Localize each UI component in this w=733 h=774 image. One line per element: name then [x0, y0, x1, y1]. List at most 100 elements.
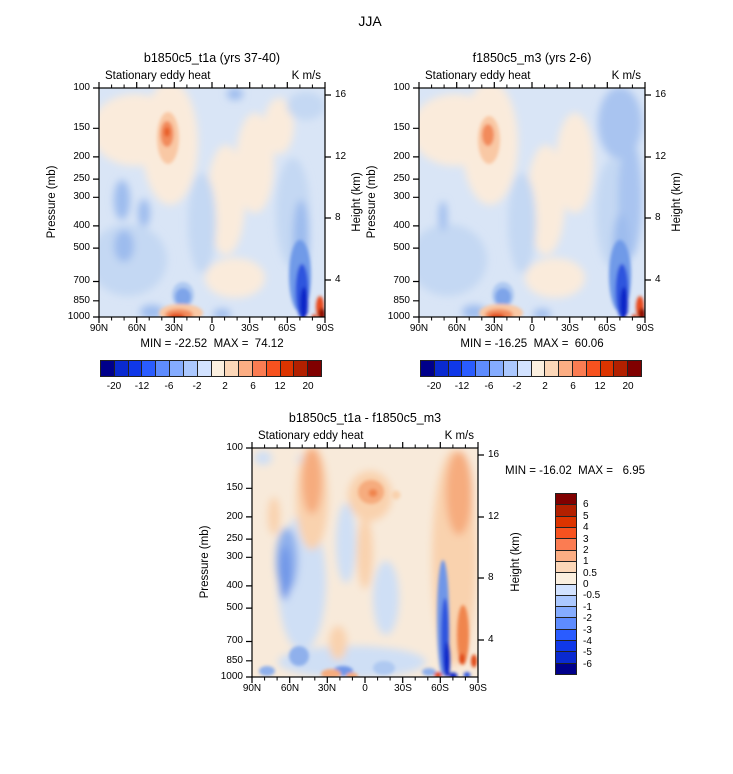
height-tick-label: 8 [335, 212, 341, 223]
colorbar-cell [556, 606, 576, 618]
lat-tick-label: 90S [469, 683, 487, 694]
colorbar-tick-label: -6 [164, 381, 174, 392]
units-label: K m/s [611, 70, 641, 82]
colorbar-cell [516, 361, 531, 376]
difference-colorbar [555, 493, 577, 675]
height-tick-label: 12 [488, 511, 500, 522]
contour-plot [93, 82, 331, 323]
colorbar-cell [556, 583, 576, 595]
colorbar-tick-label: -4 [583, 636, 592, 647]
colorbar-tick-label: 3 [583, 534, 589, 545]
colorbar-cell [556, 549, 576, 561]
pressure-tick-label: 500 [73, 242, 90, 253]
lat-tick-label: 60S [431, 683, 449, 694]
pressure-tick-label: 300 [226, 551, 243, 562]
axis-ticks [246, 442, 484, 683]
min-max-stats: MIN = -22.52 MAX = 74.12 [140, 338, 284, 350]
colorbar-cell [307, 361, 321, 376]
colorbar-tick-label: 0.5 [583, 568, 597, 579]
figure-title: JJA [358, 13, 382, 29]
colorbar-cell [556, 640, 576, 652]
pressure-tick-label: 250 [73, 173, 90, 184]
colorbar-tick-label: -6 [583, 659, 592, 670]
colorbar-cell [571, 361, 586, 376]
pressure-tick-label: 100 [226, 442, 243, 453]
colorbar-cell [556, 515, 576, 527]
pressure-axis-title: Pressure (mb) [199, 525, 211, 599]
colorbar-cell [556, 504, 576, 516]
colorbar-tick-label: -1 [583, 602, 592, 613]
colorbar-tick-label: -12 [454, 381, 470, 392]
colorbar-cell [556, 560, 576, 573]
pressure-tick-label: 100 [393, 82, 410, 93]
colorbar-cell [169, 361, 183, 376]
colorbar-cell [556, 651, 576, 663]
lat-tick-label: 0 [362, 683, 368, 694]
difference-colorbar-labels: 6 5 4 3 2 1 0.5 0 -0.5 -1 -2 -3 -4 -5 -6 [583, 493, 617, 675]
colorbar-tick-label: 6 [570, 381, 576, 392]
units-label: K m/s [444, 430, 474, 442]
height-axis-title: Height (km) [510, 532, 522, 592]
lat-tick-label: 60N [447, 323, 467, 334]
colorbar-cell [421, 361, 434, 376]
colorbar-tick-label: 4 [583, 522, 589, 533]
height-tick-label: 16 [655, 89, 667, 100]
height-tick-label: 12 [335, 151, 347, 162]
colorbar-cell [101, 361, 114, 376]
pressure-tick-label: 500 [226, 602, 243, 613]
colorbar-cell [293, 361, 308, 376]
colorbar-cell [113, 361, 128, 376]
lat-tick-label: 90S [636, 323, 654, 334]
colorbar-cell [141, 361, 156, 376]
pressure-tick-label: 400 [393, 220, 410, 231]
colorbar [100, 360, 322, 377]
colorbar-tick-label: -5 [583, 647, 592, 658]
colorbar-cell [556, 662, 576, 674]
colorbar-cell [556, 628, 576, 641]
pressure-tick-label: 150 [73, 122, 90, 133]
colorbar-tick-label: 1 [583, 556, 589, 567]
colorbar-cell [556, 494, 576, 505]
colorbar-labels: -20 -12 -6 -2 2 6 12 20 [100, 381, 322, 393]
colorbar-tick-label: 2 [583, 545, 589, 556]
pressure-tick-label: 500 [393, 242, 410, 253]
colorbar-tick-label: -3 [583, 625, 592, 636]
colorbar-tick-label: 0 [583, 579, 589, 590]
plot-title: b1850c5_t1a - f1850c5_m3 [288, 411, 442, 425]
colorbar-cell [251, 361, 266, 376]
lat-tick-label: 90N [409, 323, 429, 334]
colorbar [420, 360, 642, 377]
colorbar-cell [556, 526, 576, 539]
colorbar-tick-label: 20 [622, 381, 634, 392]
contour-field [252, 448, 478, 677]
colorbar-cell [433, 361, 448, 376]
colorbar-cell [447, 361, 462, 376]
pressure-tick-label: 850 [226, 655, 243, 666]
pressure-tick-label: 400 [226, 580, 243, 591]
pressure-axis-title: Pressure (mb) [46, 165, 58, 239]
colorbar-cell [613, 361, 628, 376]
pressure-tick-label: 700 [393, 275, 410, 286]
lat-tick-label: 60S [598, 323, 616, 334]
colorbar-tick-label: -20 [106, 381, 122, 392]
contour-field [99, 88, 325, 317]
colorbar-cell [210, 361, 225, 376]
colorbar-tick-label: 6 [250, 381, 256, 392]
pressure-tick-label: 700 [73, 275, 90, 286]
field-label: Stationary eddy heat [425, 70, 531, 82]
colorbar-tick-label: -2 [512, 381, 522, 392]
lat-tick-label: 30S [394, 683, 412, 694]
min-max-stats: MIN = -16.02 MAX = 6.95 [505, 465, 645, 477]
colorbar-tick-label: 6 [583, 499, 589, 510]
height-tick-label: 16 [488, 449, 500, 460]
colorbar-tick-label: -2 [583, 613, 592, 624]
lat-tick-label: 60N [280, 683, 300, 694]
pressure-tick-label: 300 [73, 191, 90, 202]
field-label: Stationary eddy heat [105, 70, 211, 82]
colorbar-cell [556, 538, 576, 550]
pressure-tick-label: 200 [73, 151, 90, 162]
contour-plot [246, 442, 484, 683]
pressure-tick-label: 250 [393, 173, 410, 184]
axis-ticks [413, 82, 651, 323]
